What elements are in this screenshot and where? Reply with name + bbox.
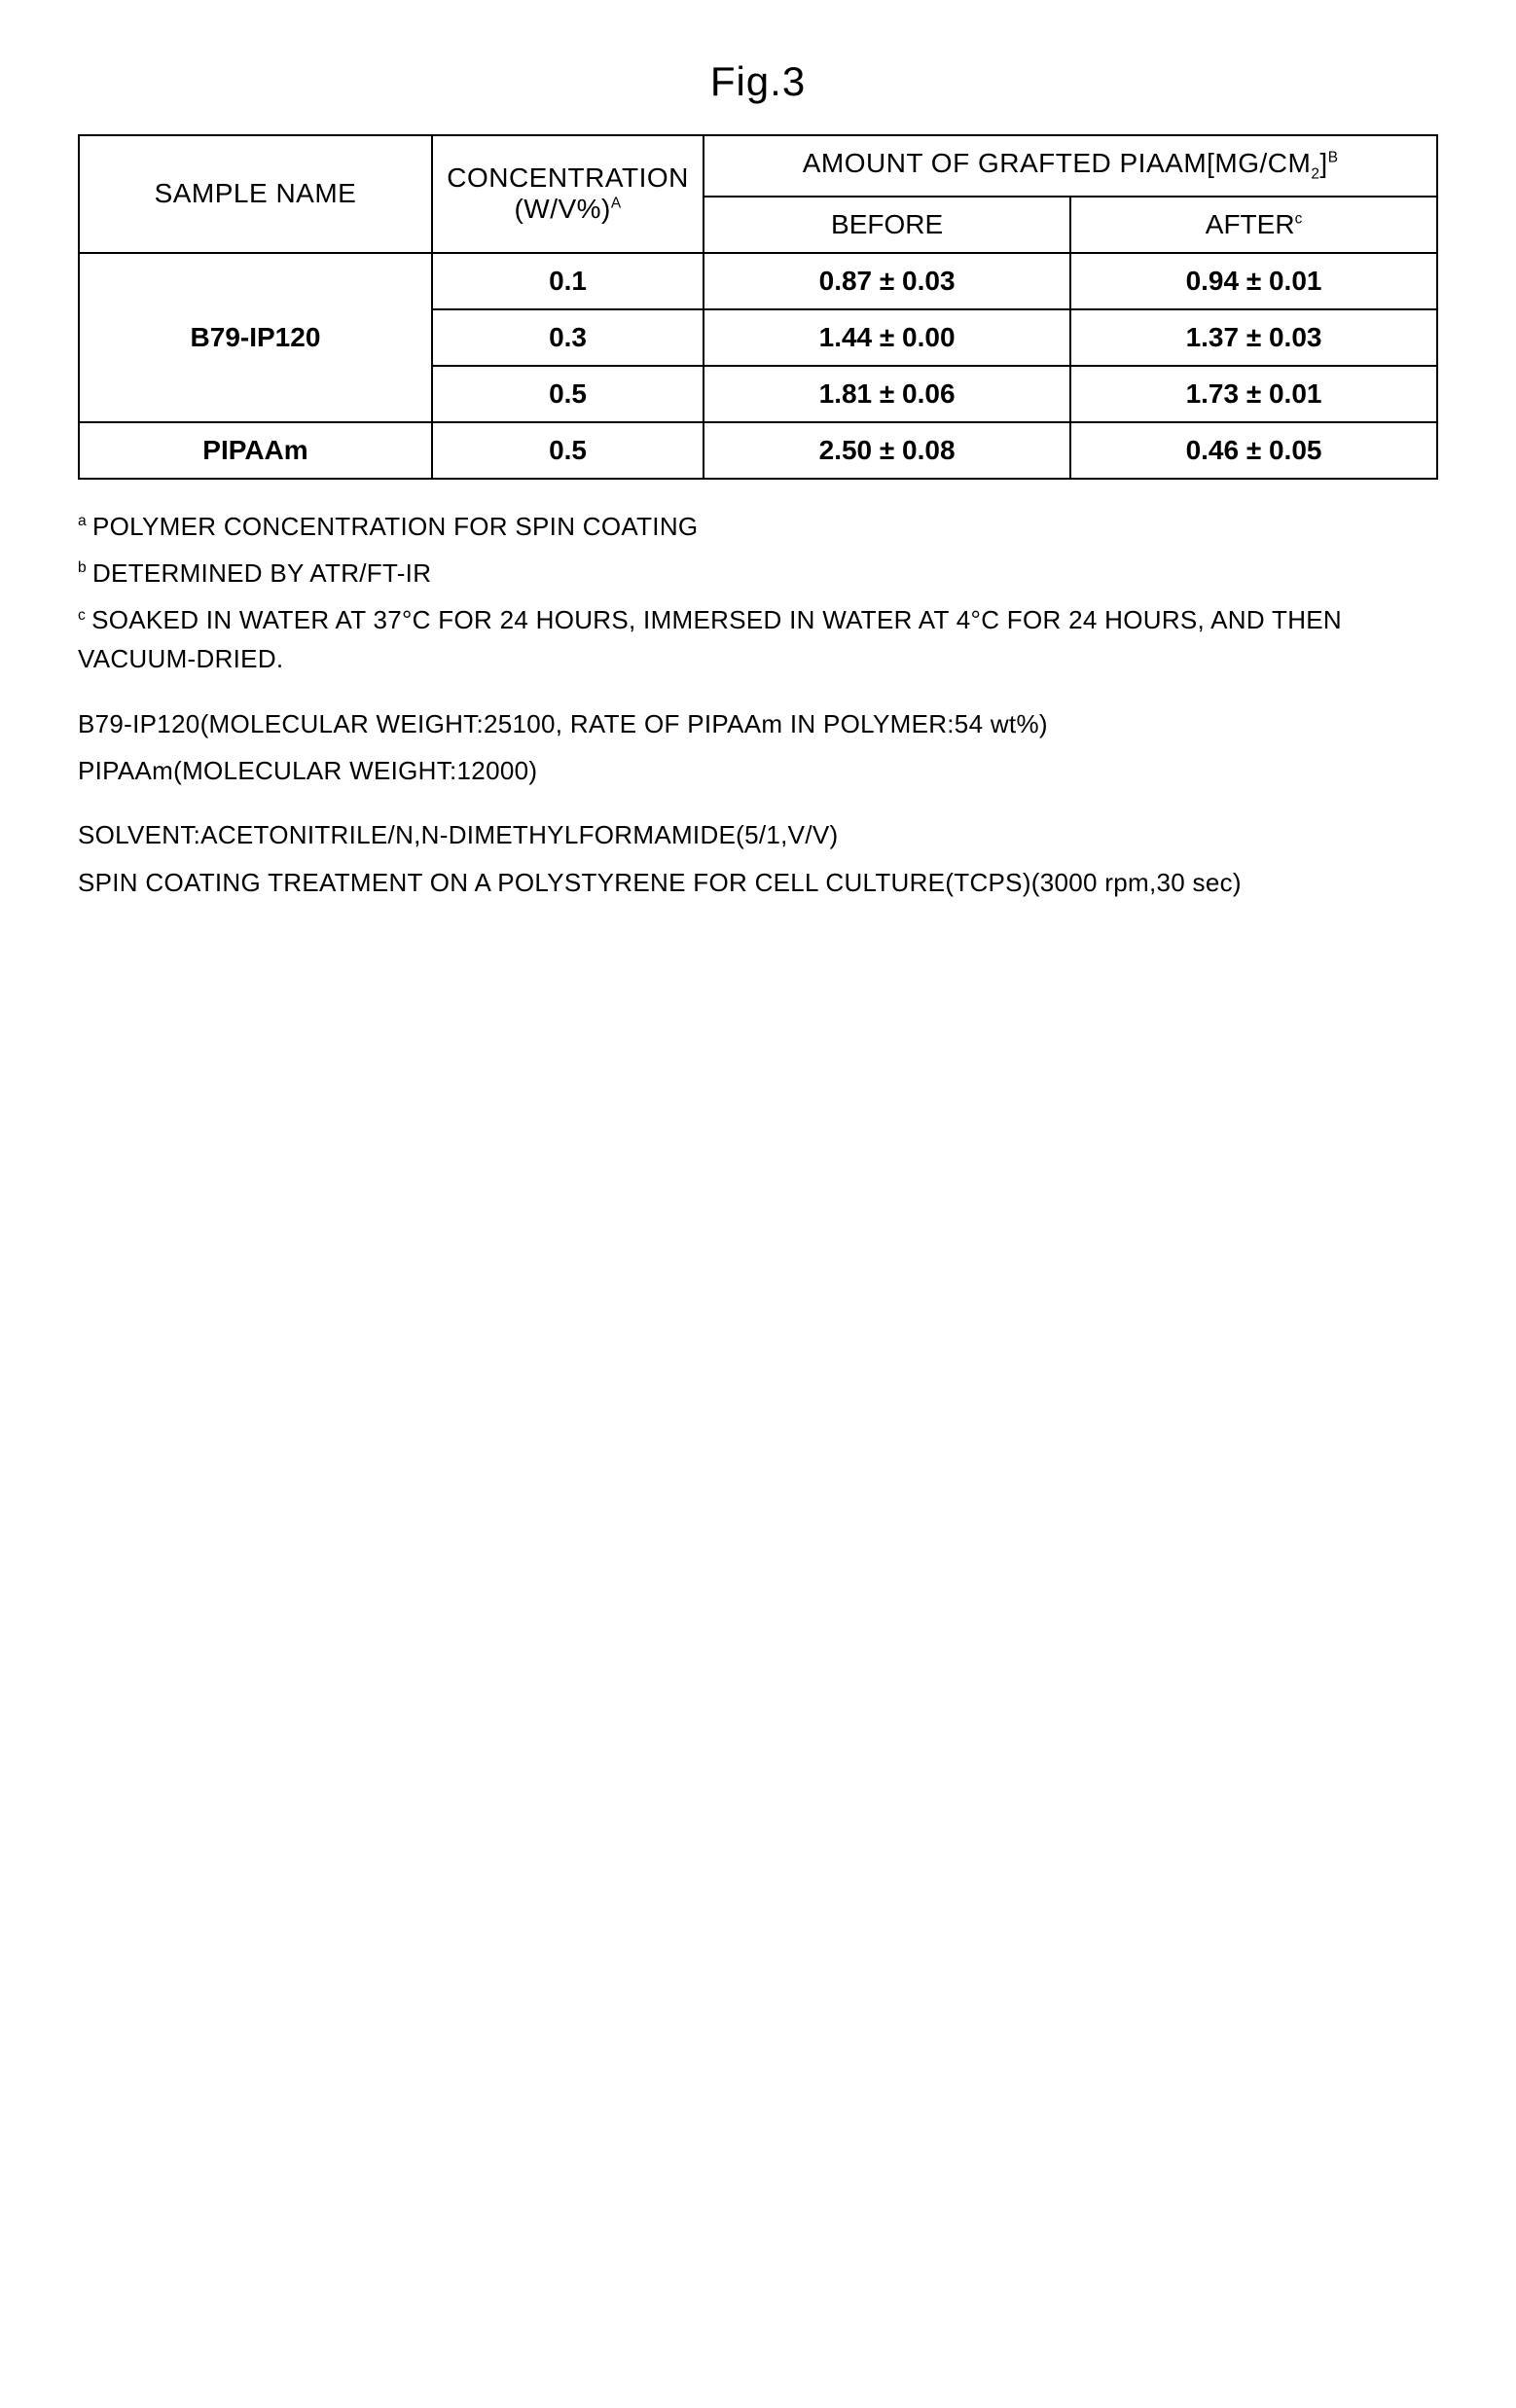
note-line: SOLVENT:ACETONITRILE/N,N-DIMETHYLFORMAMI… [78, 815, 1438, 854]
conc-cell: 0.3 [432, 309, 704, 366]
before-cell: 2.50 ± 0.08 [704, 422, 1070, 479]
conc-cell: 0.5 [432, 366, 704, 422]
conc-cell: 0.5 [432, 422, 704, 479]
col-subheader-before: BEFORE [704, 197, 1070, 253]
note-line: PIPAAm(MOLECULAR WEIGHT:12000) [78, 751, 1438, 790]
table-row: B79-IP120 0.1 0.87 ± 0.03 0.94 ± 0.01 [79, 253, 1437, 309]
col-header-amount: AMOUNT OF GRAFTED PIAAm[μg/cm2]b [704, 135, 1437, 197]
conc-cell: 0.1 [432, 253, 704, 309]
footnote-b: bDETERMINED BY ATR/FT-IR [78, 554, 1438, 593]
figure-label: Fig.3 [78, 58, 1438, 105]
note-line: SPIN COATING TREATMENT ON A POLYSTYRENE … [78, 863, 1438, 902]
col-header-concentration: CONCENTRATION(w/v%)a [432, 135, 704, 253]
table-row: PIPAAm 0.5 2.50 ± 0.08 0.46 ± 0.05 [79, 422, 1437, 479]
before-cell: 1.44 ± 0.00 [704, 309, 1070, 366]
after-cell: 0.94 ± 0.01 [1070, 253, 1437, 309]
footnote-c: cSOAKED IN WATER AT 37°C FOR 24 HOURS, I… [78, 600, 1438, 679]
before-cell: 1.81 ± 0.06 [704, 366, 1070, 422]
sample-cell: PIPAAm [79, 422, 432, 479]
after-cell: 1.73 ± 0.01 [1070, 366, 1437, 422]
col-subheader-after: AFTERc [1070, 197, 1437, 253]
notes-block-3: SOLVENT:ACETONITRILE/N,N-DIMETHYLFORMAMI… [78, 815, 1438, 902]
before-cell: 0.87 ± 0.03 [704, 253, 1070, 309]
data-table: SAMPLE NAME CONCENTRATION(w/v%)a AMOUNT … [78, 134, 1438, 480]
notes-block-2: B79-IP120(MOLECULAR WEIGHT:25100, RATE O… [78, 704, 1438, 791]
table-body: B79-IP120 0.1 0.87 ± 0.03 0.94 ± 0.01 0.… [79, 253, 1437, 479]
note-line: B79-IP120(MOLECULAR WEIGHT:25100, RATE O… [78, 704, 1438, 743]
footnote-a: aPOLYMER CONCENTRATION FOR SPIN COATING [78, 507, 1438, 546]
footnotes-block: aPOLYMER CONCENTRATION FOR SPIN COATING … [78, 507, 1438, 902]
sample-cell: B79-IP120 [79, 253, 432, 422]
col-header-sample: SAMPLE NAME [79, 135, 432, 253]
after-cell: 0.46 ± 0.05 [1070, 422, 1437, 479]
after-cell: 1.37 ± 0.03 [1070, 309, 1437, 366]
